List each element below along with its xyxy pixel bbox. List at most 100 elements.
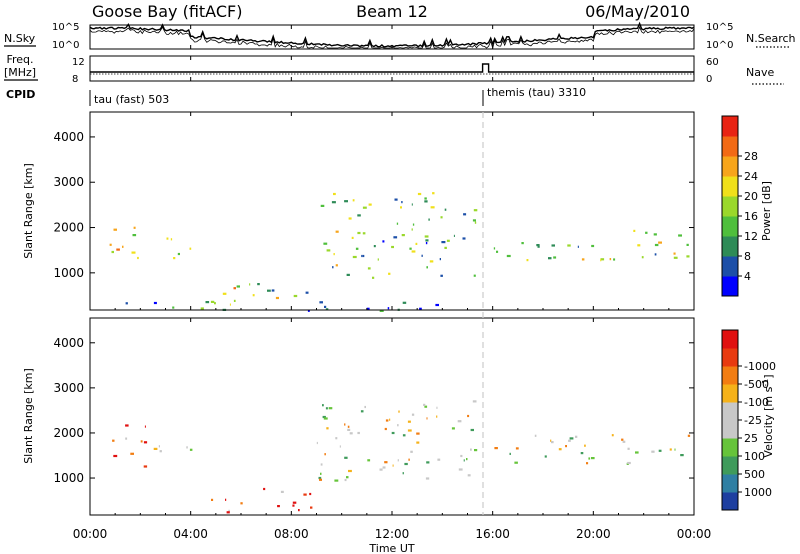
data-cell [439, 258, 441, 261]
colorbar-segment [722, 384, 738, 403]
data-cell [355, 247, 359, 250]
data-cell [298, 509, 300, 512]
data-cell [307, 309, 310, 312]
data-cell [111, 250, 114, 254]
x-tick-label: 16:00 [475, 527, 510, 541]
data-cell [410, 450, 413, 453]
data-cell [292, 501, 297, 504]
data-cell [622, 440, 626, 443]
data-cell [332, 266, 334, 269]
freq-tick-top: 12 [72, 57, 85, 68]
data-cell [158, 445, 160, 448]
data-cell [320, 463, 323, 466]
data-cell [409, 247, 412, 250]
data-cell [240, 502, 243, 505]
data-cell [170, 238, 173, 241]
data-cell [673, 256, 678, 259]
data-cell [316, 441, 318, 445]
data-cell [537, 245, 540, 248]
data-cell [385, 419, 389, 422]
data-cell [416, 441, 420, 444]
data-cell [654, 253, 657, 256]
data-cell [509, 452, 511, 455]
data-cell [444, 246, 447, 249]
data-cell [429, 260, 434, 263]
data-cell [320, 204, 325, 207]
data-cell [346, 273, 350, 276]
data-cell [322, 404, 324, 407]
data-cell [210, 300, 215, 303]
colorbar-segment [722, 348, 738, 367]
data-cell [387, 307, 390, 310]
data-cell [686, 243, 689, 246]
nave-tick-bottom: 0 [706, 74, 712, 85]
data-cell [292, 504, 295, 507]
data-cell [344, 456, 348, 459]
data-cell [473, 209, 478, 212]
data-cell [326, 249, 331, 252]
data-cell [496, 250, 499, 253]
data-cell [323, 417, 328, 420]
data-cell [172, 306, 175, 309]
data-cell [143, 465, 148, 468]
data-cell [470, 428, 474, 432]
data-cell [384, 461, 388, 464]
data-cell [137, 256, 139, 260]
data-cell [267, 289, 271, 292]
data-cell [415, 242, 418, 245]
data-cell [451, 427, 455, 430]
power-colorbar-label: Power [dB] [760, 181, 773, 241]
data-cell [326, 427, 329, 430]
data-cell [325, 308, 329, 311]
data-cell [396, 222, 399, 225]
data-cell [584, 444, 586, 447]
data-cell [669, 448, 672, 451]
noise-tick-bottom-right: 10^0 [706, 40, 733, 51]
data-cell [159, 450, 162, 453]
data-cell [680, 454, 684, 457]
data-cell [424, 197, 427, 200]
colorbar-tick-label: -100 [744, 396, 769, 409]
nave-tick-top: 60 [706, 57, 719, 68]
data-cell [140, 440, 143, 443]
data-cell [440, 274, 443, 277]
colorbar-tick-label: 16 [744, 210, 758, 223]
cpid-label: CPID [6, 88, 35, 101]
colorbar-tick-label: -1000 [744, 360, 776, 373]
colorbar-segment [722, 456, 738, 475]
data-cell [303, 493, 307, 496]
data-cell [470, 448, 472, 451]
colorbar-segment [722, 156, 738, 177]
beam-title: Beam 12 [356, 2, 428, 21]
data-cell [214, 302, 216, 305]
x-tick-label: 00:00 [73, 527, 108, 541]
colorbar-segment [722, 330, 738, 349]
data-cell [425, 242, 428, 245]
x-tick-label: 00:00 [677, 527, 712, 541]
colorbar-tick-label: 24 [744, 170, 758, 183]
power-ylabel: Slant Range [km] [22, 163, 35, 259]
power-panel-bg [90, 112, 694, 310]
data-cell [674, 448, 676, 451]
data-cell [228, 509, 230, 512]
data-cell [568, 439, 571, 442]
data-cell [122, 245, 124, 248]
station-title: Goose Bay (fitACF) [92, 2, 242, 21]
data-cell [463, 459, 465, 462]
data-cell [275, 296, 279, 300]
data-cell [651, 450, 655, 453]
data-cell [352, 255, 357, 259]
data-cell [349, 432, 353, 435]
cpid-label-2: themis (tau) 3310 [487, 86, 586, 99]
data-cell [367, 459, 371, 462]
velocity-ylabel: Slant Range [km] [22, 368, 35, 464]
data-cell [131, 251, 136, 254]
data-cell [600, 258, 605, 261]
data-cell [653, 233, 657, 236]
data-cell [324, 453, 326, 456]
power-y-axis: 1000 2000 3000 4000 [53, 130, 694, 280]
data-cell [379, 468, 383, 471]
power-data-cells [109, 192, 690, 312]
data-cell [437, 458, 441, 461]
noise-tick-top-left: 10^5 [52, 22, 79, 33]
